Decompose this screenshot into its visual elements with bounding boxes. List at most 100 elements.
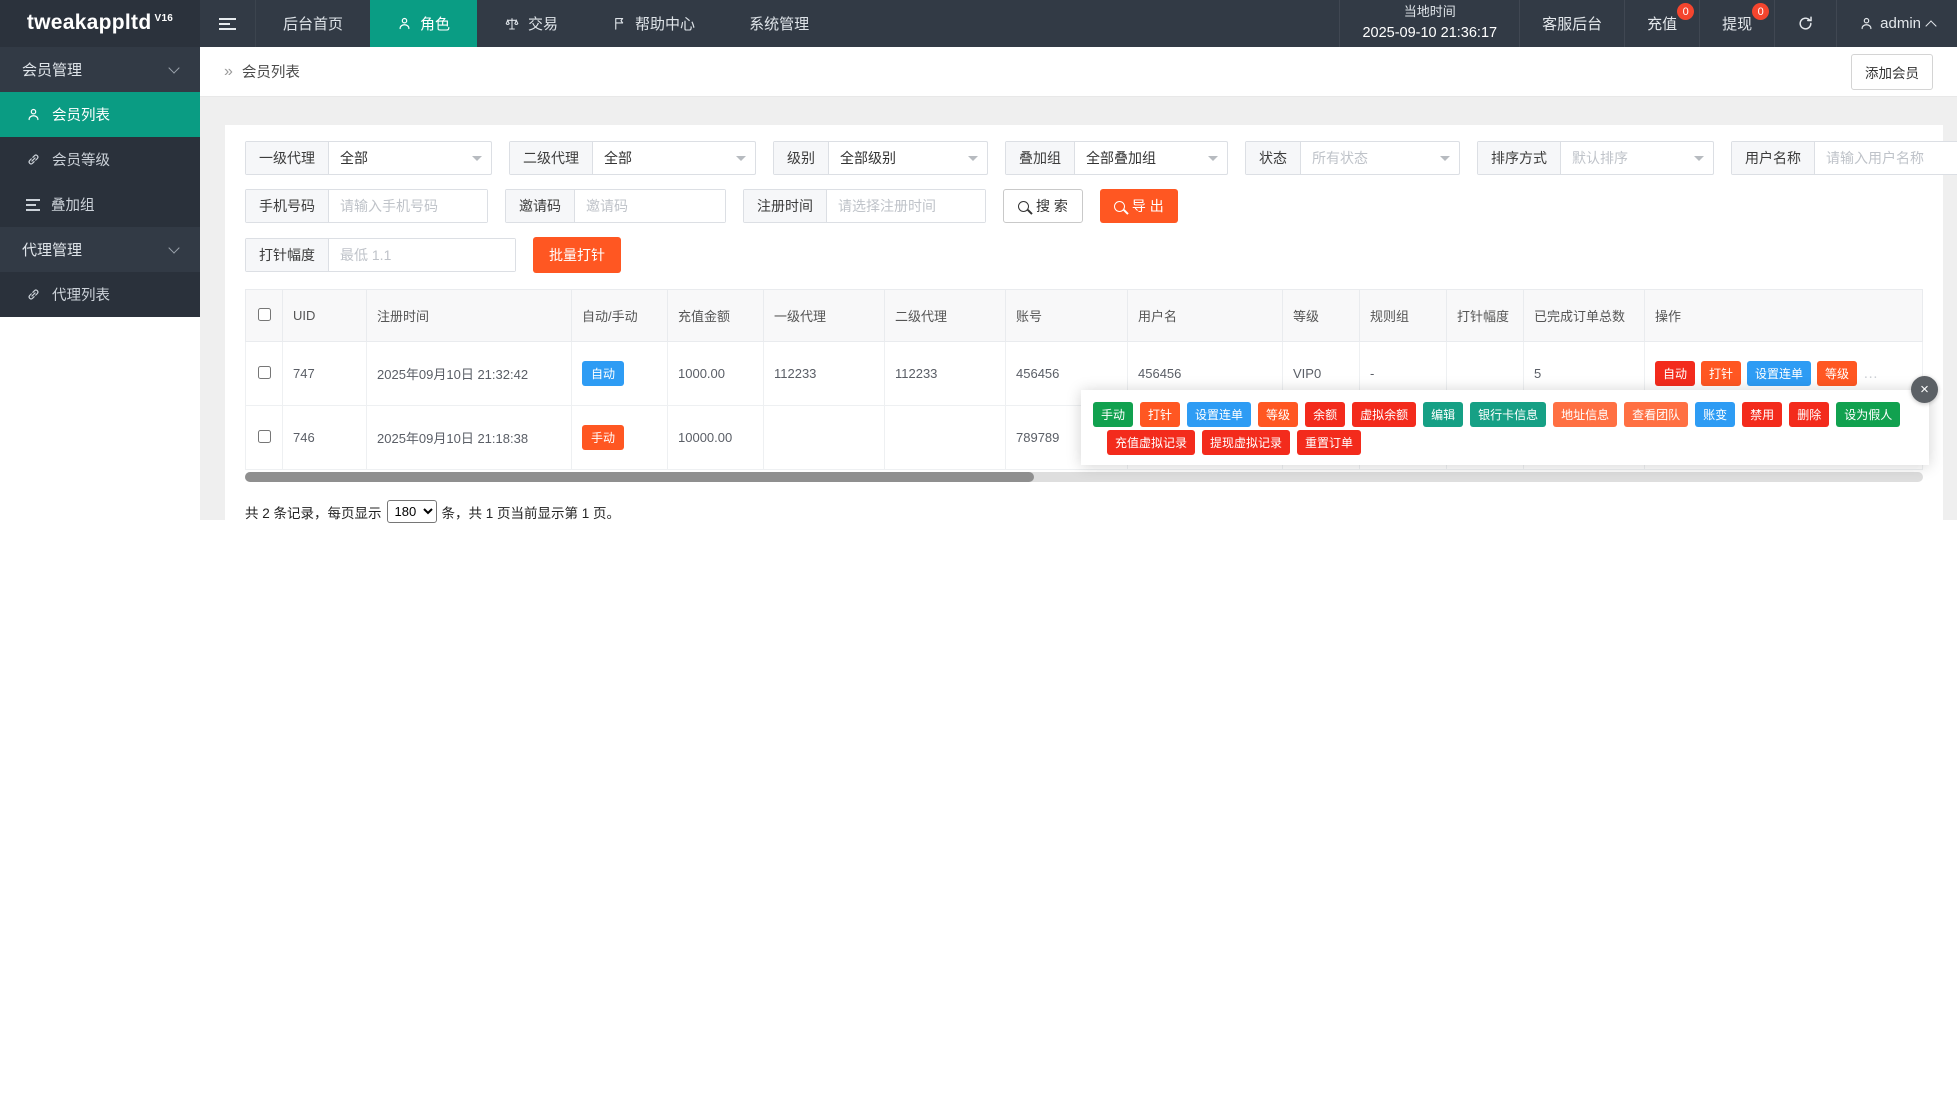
user-menu[interactable]: admin [1836,0,1957,47]
top-nav: 后台首页 角色 交易 帮助中心 系统管理 [256,0,836,47]
chevron-down-icon [472,156,482,166]
popup-actions-row-2: 充值虚拟记录 提现虚拟记录 重置订单 [1093,430,1917,455]
recharge-link[interactable]: 充值 0 [1624,0,1699,47]
cell-uid: 746 [282,405,367,470]
batch-inject-button[interactable]: 批量打针 [533,237,621,273]
actions-popup: 手动 打针 设置连单 等级 余额 虚拟余额 编辑 银行卡信息 地址信息 查看团队… [1081,376,1938,465]
column-header: 操作 [1644,289,1923,342]
action-set-fake-button[interactable]: 设为假人 [1836,402,1901,427]
nav-system[interactable]: 系统管理 [749,16,810,33]
person-icon [28,108,39,121]
username-input[interactable] [1815,142,1957,174]
reg-time-input[interactable] [827,190,985,222]
phone-input[interactable] [329,190,487,222]
horizontal-scrollbar[interactable] [245,472,1923,482]
add-member-button[interactable]: 添加会员 [1851,53,1933,90]
filter-label: 状态 [1246,142,1301,174]
more-actions[interactable]: … [1863,365,1880,382]
flag-icon [615,17,624,30]
action-disable-button[interactable]: 禁用 [1742,402,1783,427]
sidebar-item-member-level[interactable]: 会员等级 [0,137,200,182]
action-manual-button[interactable]: 手动 [1093,402,1134,427]
action-withdraw-virtual-log-button[interactable]: 提现虚拟记录 [1202,430,1291,455]
action-auto-button[interactable]: 自动 [1655,361,1696,386]
column-header: 一级代理 [763,289,885,342]
action-set-series-button[interactable]: 设置连单 [1747,361,1812,386]
action-level-button[interactable]: 等级 [1817,361,1858,386]
pagination-prefix: 共 2 条记录，每页显示 [245,505,382,521]
agent2-select[interactable]: 全部 [593,142,755,174]
filter-label: 一级代理 [246,142,329,174]
filter-phone: 手机号码 [245,189,488,223]
invite-code-input[interactable] [575,190,725,222]
top-navbar: tweakappltd V16 后台首页 角色 交易 帮助中心 系统管理 当地时间… [0,0,1957,47]
filter-label: 排序方式 [1478,142,1561,174]
action-account-change-button[interactable]: 账变 [1695,402,1736,427]
cell-agent1: 112233 [763,341,885,406]
close-icon[interactable]: × [1911,376,1938,403]
search-button[interactable]: 搜 索 [1003,189,1083,223]
chevron-down-icon [968,156,978,166]
withdraw-link[interactable]: 提现 0 [1699,0,1774,47]
action-reset-orders-button[interactable]: 重置订单 [1297,430,1362,455]
pagination: 共 2 条记录，每页显示 180 条，共 1 页当前显示第 1 页。 [245,500,1923,523]
row-checkbox[interactable] [257,365,271,379]
status-select[interactable]: 所有状态 [1301,142,1459,174]
refresh-button[interactable] [1774,0,1836,47]
sort-select[interactable]: 默认排序 [1561,142,1713,174]
nav-help[interactable]: 帮助中心 [585,0,722,47]
action-inject-button[interactable]: 打针 [1140,402,1181,427]
action-inject-button[interactable]: 打针 [1701,361,1742,386]
chevron-down-icon [736,156,746,166]
page-size-select[interactable]: 180 [386,500,437,523]
action-level-button[interactable]: 等级 [1258,402,1299,427]
sidebar-item-overlay-group[interactable]: 叠加组 [0,182,200,227]
column-header: 规则组 [1359,289,1447,342]
cell-agent2 [884,405,1006,470]
service-backend-link[interactable]: 客服后台 [1519,0,1624,47]
level-select[interactable]: 全部级别 [829,142,987,174]
popup-actions-row-1: 手动 打针 设置连单 等级 余额 虚拟余额 编辑 银行卡信息 地址信息 查看团队… [1093,402,1917,427]
content-area: 一级代理 全部 二级代理 全部 级别 全部级别 叠加组 全部叠加组 状态 所 [200,97,1957,523]
breadcrumb-icon: » [224,62,233,80]
action-virtual-balance-button[interactable]: 虚拟余额 [1352,402,1417,427]
action-edit-button[interactable]: 编辑 [1423,402,1464,427]
sidebar-group-agents[interactable]: 代理管理 [0,227,200,272]
action-delete-button[interactable]: 删除 [1789,402,1830,427]
action-balance-button[interactable]: 余额 [1305,402,1346,427]
row-checkbox[interactable] [257,429,271,443]
recharge-badge: 0 [1677,3,1695,20]
mode-badge[interactable]: 手动 [582,425,625,450]
link-icon [28,154,39,165]
cell-agent2: 112233 [884,341,1006,406]
nav-dashboard[interactable]: 后台首页 [283,16,344,33]
action-address-info-button[interactable]: 地址信息 [1553,402,1618,427]
cell-uid: 747 [282,341,367,406]
nav-roles[interactable]: 角色 [370,0,478,47]
export-button[interactable]: 导 出 [1099,189,1178,223]
main-area: » 会员列表 添加会员 一级代理 全部 二级代理 全部 级别 全部级别 [200,47,1957,1108]
select-all-checkbox[interactable] [257,307,271,321]
sidebar-item-member-list[interactable]: 会员列表 [0,92,200,137]
sidebar-group-members[interactable]: 会员管理 [0,47,200,92]
needle-range-input[interactable] [329,239,515,271]
column-header: 等级 [1282,289,1360,342]
sidebar-toggle-button[interactable] [200,0,256,47]
local-time-value: 2025-09-10 21:36:17 [1362,25,1498,42]
breadcrumb-bar: » 会员列表 添加会员 [200,47,1957,97]
action-bank-info-button[interactable]: 银行卡信息 [1470,402,1547,427]
action-recharge-virtual-log-button[interactable]: 充值虚拟记录 [1107,430,1196,455]
mode-badge[interactable]: 自动 [582,361,625,386]
breadcrumb: 会员列表 [241,65,300,81]
sidebar-item-agent-list[interactable]: 代理列表 [0,272,200,317]
cell-agent1 [763,405,885,470]
column-header: 账号 [1005,289,1128,342]
action-view-team-button[interactable]: 查看团队 [1624,402,1689,427]
nav-trade[interactable]: 交易 [477,0,585,47]
action-set-series-button[interactable]: 设置连单 [1187,402,1252,427]
local-time: 当地时间 2025-09-10 21:36:17 [1339,0,1519,47]
overlay-group-select[interactable]: 全部叠加组 [1075,142,1227,174]
list-icon [26,196,40,214]
scrollbar-thumb[interactable] [245,472,1034,482]
agent1-select[interactable]: 全部 [329,142,491,174]
